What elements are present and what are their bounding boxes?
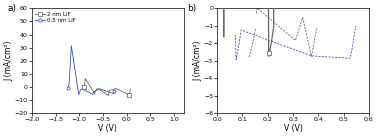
Text: b): b) (187, 4, 196, 13)
X-axis label: V (V): V (V) (98, 124, 117, 133)
Legend: 2 nm LiF, 0.5 nm LiF: 2 nm LiF, 0.5 nm LiF (35, 11, 77, 23)
Y-axis label: J (mA/cm²): J (mA/cm²) (4, 41, 13, 81)
X-axis label: V (V): V (V) (284, 124, 302, 133)
Text: a): a) (8, 4, 17, 13)
Y-axis label: J (mA/cm²): J (mA/cm²) (194, 41, 202, 81)
